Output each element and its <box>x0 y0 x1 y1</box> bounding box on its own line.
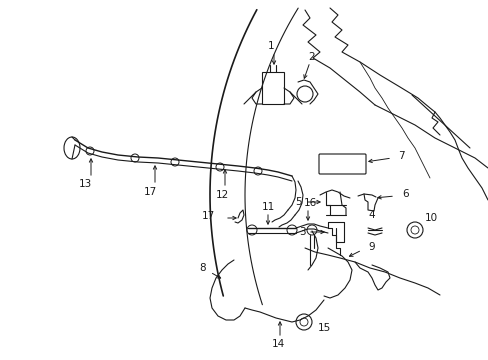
FancyBboxPatch shape <box>318 154 365 174</box>
Text: 17: 17 <box>143 187 156 197</box>
Text: 13: 13 <box>78 179 91 189</box>
Text: 14: 14 <box>271 339 284 349</box>
Text: 15: 15 <box>317 323 330 333</box>
Text: 17: 17 <box>202 211 215 221</box>
Bar <box>262 72 284 104</box>
Text: 6: 6 <box>401 189 408 199</box>
Text: 12: 12 <box>215 190 228 200</box>
Text: 9: 9 <box>367 242 374 252</box>
Text: 16: 16 <box>303 198 316 208</box>
Text: 8: 8 <box>199 263 206 273</box>
Text: 3: 3 <box>298 227 305 237</box>
Text: 5: 5 <box>294 197 301 207</box>
Text: 10: 10 <box>424 213 437 223</box>
Text: 11: 11 <box>261 202 274 212</box>
Text: 4: 4 <box>368 210 375 220</box>
Text: 2: 2 <box>308 52 315 62</box>
Text: 1: 1 <box>267 41 274 51</box>
Text: 7: 7 <box>397 151 404 161</box>
